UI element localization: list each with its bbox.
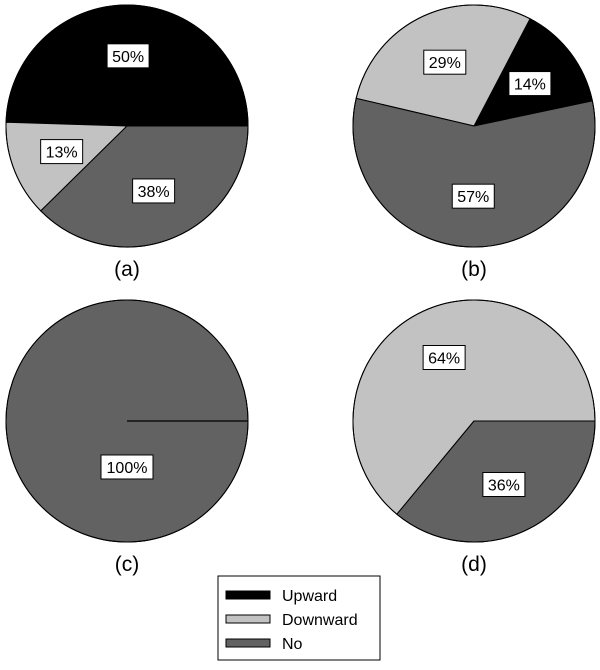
- pie-outline: [352, 299, 596, 543]
- pie-panel: 100% (c): [5, 299, 249, 576]
- slice-label-box: [132, 178, 176, 204]
- pie-panel: 64% 36% (d): [352, 299, 596, 576]
- legend-label-upward: Upward: [282, 588, 337, 605]
- slice-label-box: [482, 472, 526, 498]
- slice-label-box: [422, 344, 466, 370]
- pie-outline: [5, 4, 249, 248]
- legend-label-no: No: [282, 636, 303, 653]
- panel-caption: (b): [461, 258, 487, 281]
- slice-label-box: [106, 43, 150, 69]
- pie-outline: [352, 4, 596, 248]
- panel-caption: (c): [115, 553, 140, 576]
- pie-panels: 50% 13% 38% (a) 14% 29% 57% (b) 100% (c) 64% 36% (d): [5, 4, 596, 576]
- panel-caption: (a): [114, 258, 140, 281]
- slice-percent-label: 50%: [112, 49, 144, 66]
- slice-percent-label: 64%: [428, 350, 460, 367]
- slice-percent-label: 36%: [488, 478, 520, 495]
- slice-percent-label: 13%: [46, 145, 78, 162]
- pie-outline: [5, 299, 249, 543]
- slice-label-box: [100, 454, 154, 480]
- slice-percent-label: 14%: [514, 77, 546, 94]
- pie-panel: 50% 13% 38% (a): [5, 4, 249, 281]
- panel-caption: (d): [461, 553, 487, 576]
- slice-label-box: [40, 139, 84, 165]
- legend-label-downward: Downward: [282, 612, 358, 629]
- slice-percent-label: 38%: [138, 184, 170, 201]
- slice-label-box: [423, 49, 467, 75]
- slice-percent-label: 57%: [457, 189, 489, 206]
- slice-percent-label: 29%: [429, 55, 461, 72]
- slice-label-box: [451, 183, 495, 209]
- legend-swatch-downward: [225, 614, 271, 624]
- slice-label-box: [508, 71, 552, 97]
- legend: Upward Downward No: [217, 575, 381, 661]
- legend-swatch-upward: [225, 590, 271, 600]
- slice-percent-label: 100%: [107, 460, 148, 477]
- legend-swatch-no: [225, 638, 271, 648]
- pie-panel: 14% 29% 57% (b): [352, 4, 596, 281]
